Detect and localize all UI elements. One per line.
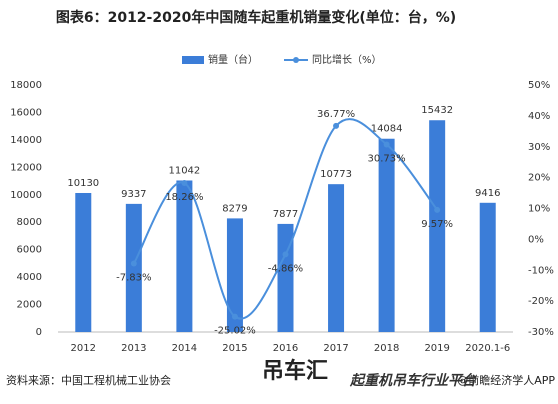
bar [277, 223, 294, 332]
line-point [130, 260, 137, 267]
data-label: 8279 [222, 203, 247, 214]
y2-tick-label: 10% [528, 204, 550, 215]
data-label: -4.86% [268, 263, 303, 274]
legend-swatch [293, 57, 299, 63]
y-tick-label: 14000 [10, 135, 42, 146]
y-tick-label: 6000 [17, 245, 42, 256]
data-label: 9337 [121, 189, 146, 200]
y2-tick-label: 30% [528, 142, 550, 153]
x-tick-label: 2018 [374, 343, 399, 354]
bar [378, 138, 395, 332]
legend-swatch [182, 56, 204, 64]
data-label: 30.73% [368, 153, 406, 164]
bar [226, 218, 243, 332]
data-label: 11042 [168, 165, 200, 176]
data-label: 7877 [273, 209, 298, 220]
x-tick-label: 2012 [71, 343, 96, 354]
line-point [282, 251, 289, 258]
line-point [434, 206, 441, 213]
data-label: 10130 [67, 178, 99, 189]
y2-tick-label: 0% [528, 234, 544, 245]
x-tick-label: 2019 [424, 343, 449, 354]
line-point [333, 122, 340, 129]
y2-tick-label: -10% [528, 265, 554, 276]
watermark: 起重机吊车行业平台 [349, 372, 477, 389]
x-tick-label: 2016 [273, 343, 298, 354]
y-tick-label: 10000 [10, 190, 42, 201]
data-label: 14084 [371, 124, 403, 135]
data-label: 18.26% [165, 192, 203, 203]
y-tick-label: 16000 [10, 107, 42, 118]
bar [75, 192, 92, 332]
x-tick-label: 2013 [121, 343, 146, 354]
legend-label: 销量（台） [208, 53, 258, 66]
y-tick-label: 18000 [10, 80, 42, 91]
bar [328, 184, 345, 332]
y2-tick-label: 40% [528, 111, 550, 122]
bar [429, 120, 446, 332]
line-point [231, 313, 238, 320]
y-tick-label: 8000 [17, 217, 42, 228]
y-tick-label: 12000 [10, 162, 42, 173]
data-label: 10773 [320, 169, 352, 180]
chart-title: 图表6：2012-2020年中国随车起重机销量变化(单位：台，%) [56, 9, 456, 26]
source: 资料来源：中国工程机械工业协会 [6, 373, 171, 387]
data-label: 9416 [475, 188, 500, 199]
y2-tick-label: -30% [528, 327, 554, 338]
line-point [181, 179, 188, 186]
data-label: 36.77% [317, 109, 355, 120]
y2-tick-label: 20% [528, 173, 550, 184]
bar [176, 180, 193, 332]
data-label: -7.83% [116, 273, 151, 284]
x-tick-label: 2014 [172, 343, 197, 354]
data-label: 15432 [421, 105, 453, 116]
y-tick-label: 2000 [17, 300, 42, 311]
watermark: 吊车汇 [262, 358, 328, 384]
line-point [383, 141, 390, 148]
x-tick-label: 2020.1-6 [465, 343, 510, 354]
bar [479, 202, 496, 332]
data-label: -25.02% [214, 326, 256, 337]
legend-label: 同比增长（%） [312, 53, 382, 66]
y-tick-label: 0 [36, 327, 42, 338]
credit: @前瞻经济学人APP [457, 373, 555, 387]
x-tick-label: 2015 [222, 343, 247, 354]
y2-tick-label: 50% [528, 80, 550, 91]
data-label: 9.57% [421, 219, 453, 230]
bar [125, 203, 142, 332]
y2-tick-label: -20% [528, 296, 554, 307]
y-tick-label: 4000 [17, 272, 42, 283]
x-tick-label: 2017 [323, 343, 348, 354]
